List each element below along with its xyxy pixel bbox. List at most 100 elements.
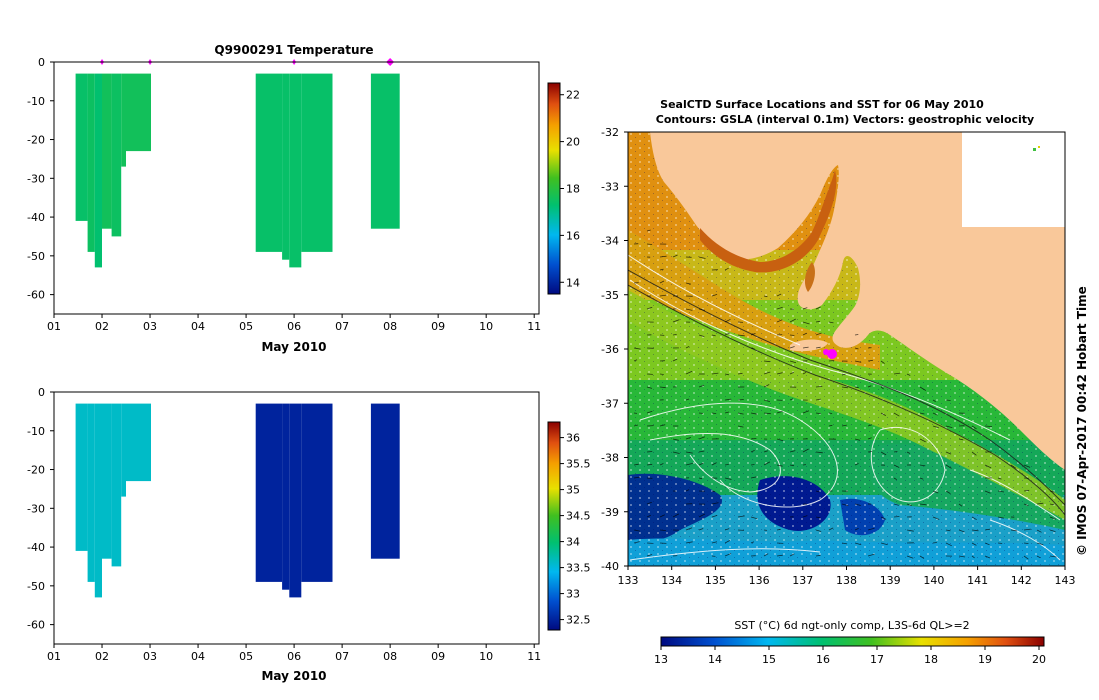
- temperature-profile-3: [102, 73, 112, 229]
- velocity-vector: [958, 555, 966, 558]
- velocity-vector: [893, 503, 900, 506]
- map-lat-tick-label: -40: [601, 560, 619, 573]
- velocity-vector: [1036, 555, 1041, 559]
- velocity-vector: [750, 347, 755, 350]
- velocity-vector: [997, 477, 1002, 480]
- velocity-vector: [841, 542, 848, 545]
- map-lat-ticks: -32 -33 -34 -35 -36 -37 -38 -39 -40: [601, 126, 628, 573]
- velocity-vector: [828, 527, 834, 531]
- sst-colorbar-tick-label: 19: [978, 653, 992, 666]
- velocity-vector: [919, 503, 927, 506]
- velocity-vector: [672, 513, 680, 518]
- velocity-vector: [1010, 464, 1017, 469]
- velocity-vector: [893, 477, 897, 480]
- temperature-profile-0: [75, 73, 88, 221]
- velocity-vector: [633, 541, 640, 544]
- velocity-vector: [893, 516, 900, 518]
- velocity-vector: [789, 450, 796, 453]
- sst-colorbar-ticks: 13 14 15 16 17 18 19 20: [654, 646, 1046, 666]
- velocity-vector: [750, 464, 755, 466]
- velocity-vector: [945, 425, 953, 428]
- temperature-panel: Q9900291 Temperature 01 02 03 04 05 06 07 08 09 1…: [27, 43, 580, 354]
- velocity-vector: [750, 333, 756, 336]
- velocity-vector: [984, 490, 991, 494]
- velocity-vector: [646, 410, 653, 414]
- salinity-colorbar-tick-label: 33: [566, 588, 580, 601]
- temperature-x-ticks: 01 02 03 04 05 06 07 08 09 10 11: [47, 314, 541, 333]
- salinity-profile-10: [301, 403, 333, 582]
- velocity-vector: [776, 372, 783, 375]
- salinity-x-tick-label: 07: [335, 650, 349, 663]
- temperature-colorbar: [547, 82, 561, 295]
- salinity-colorbar-tick-label: 32.5: [566, 614, 591, 627]
- velocity-vector: [945, 542, 952, 547]
- velocity-vector: [763, 371, 771, 375]
- sst-colorbar-label: SST (°C) 6d ngt-only comp, L3S-6d QL>=2: [734, 619, 969, 632]
- temperature-y-ticks: 0 -10 -20 -30 -40 -50 -60: [27, 56, 54, 302]
- temperature-x-tick-label: 06: [287, 320, 301, 333]
- velocity-vector: [698, 308, 705, 311]
- velocity-vector: [893, 451, 898, 453]
- salinity-x-ticks: 01 02 03 04 05 06 07 08 09 10 11: [47, 644, 541, 663]
- velocity-vector: [750, 541, 755, 544]
- velocity-vector: [646, 451, 653, 453]
- velocity-vector: [815, 320, 820, 323]
- velocity-vector: [828, 321, 834, 324]
- velocity-vector: [945, 529, 951, 532]
- velocity-vector: [919, 464, 926, 467]
- velocity-vector: [945, 451, 952, 455]
- temperature-y-tick-label: -30: [27, 172, 45, 185]
- map-lat-tick-label: -32: [601, 126, 619, 139]
- velocity-vector: [945, 490, 951, 494]
- velocity-vector: [880, 412, 886, 416]
- velocity-vector: [711, 294, 718, 297]
- salinity-colorbar-tick-label: 36: [566, 432, 580, 445]
- velocity-vector: [776, 293, 782, 297]
- velocity-vector: [958, 438, 964, 441]
- map-lon-tick-label: 143: [1055, 574, 1076, 587]
- temperature-x-tick-label: 03: [143, 320, 157, 333]
- imos-credit: © IMOS 07-Apr-2017 00:42 Hobart Time: [1075, 286, 1089, 556]
- temperature-title: Q9900291 Temperature: [214, 43, 373, 57]
- velocity-vector: [854, 463, 859, 466]
- map-lat-tick-label: -35: [601, 289, 619, 302]
- velocity-vector: [815, 346, 821, 349]
- velocity-vector: [815, 529, 822, 532]
- velocity-vector: [919, 386, 927, 391]
- sst-map-panel: SealCTD Surface Locations and SST for 06…: [601, 98, 1089, 666]
- velocity-vector: [984, 542, 990, 546]
- salinity-profile-4: [111, 403, 122, 567]
- velocity-vector: [828, 412, 833, 414]
- velocity-vectors: [633, 229, 1057, 560]
- velocity-vector: [958, 529, 965, 533]
- salinity-profile-8: [282, 403, 290, 590]
- velocity-vector: [997, 490, 1005, 493]
- map-lat-tick-label: -36: [601, 343, 619, 356]
- sst-colorbar-tick-label: 17: [870, 653, 884, 666]
- velocity-vector: [763, 384, 770, 388]
- velocity-vector: [893, 372, 901, 375]
- velocity-vector: [880, 360, 885, 364]
- velocity-vector: [789, 360, 797, 364]
- velocity-vector: [867, 451, 873, 453]
- velocity-vector: [659, 280, 665, 284]
- temperature-colorbar-tick-label: 14: [566, 276, 580, 289]
- velocity-vector: [724, 553, 732, 557]
- velocity-vector: [984, 464, 992, 469]
- velocity-vector: [737, 372, 743, 375]
- velocity-vector: [997, 516, 1004, 519]
- map-lon-tick-label: 135: [705, 574, 726, 587]
- velocity-vector: [724, 411, 729, 414]
- velocity-vector: [724, 318, 731, 323]
- map-lat-tick-label: -39: [601, 506, 619, 519]
- velocity-vector: [880, 542, 888, 546]
- gsla-contours: [628, 254, 1061, 561]
- velocity-vector: [932, 399, 936, 402]
- velocity-vector: [854, 528, 859, 531]
- temperature-x-tick-label: 04: [191, 320, 205, 333]
- velocity-vector: [659, 424, 666, 427]
- velocity-vector: [984, 425, 993, 427]
- temperature-y-tick-label: -60: [27, 289, 45, 302]
- temperature-profile-6: [126, 73, 151, 152]
